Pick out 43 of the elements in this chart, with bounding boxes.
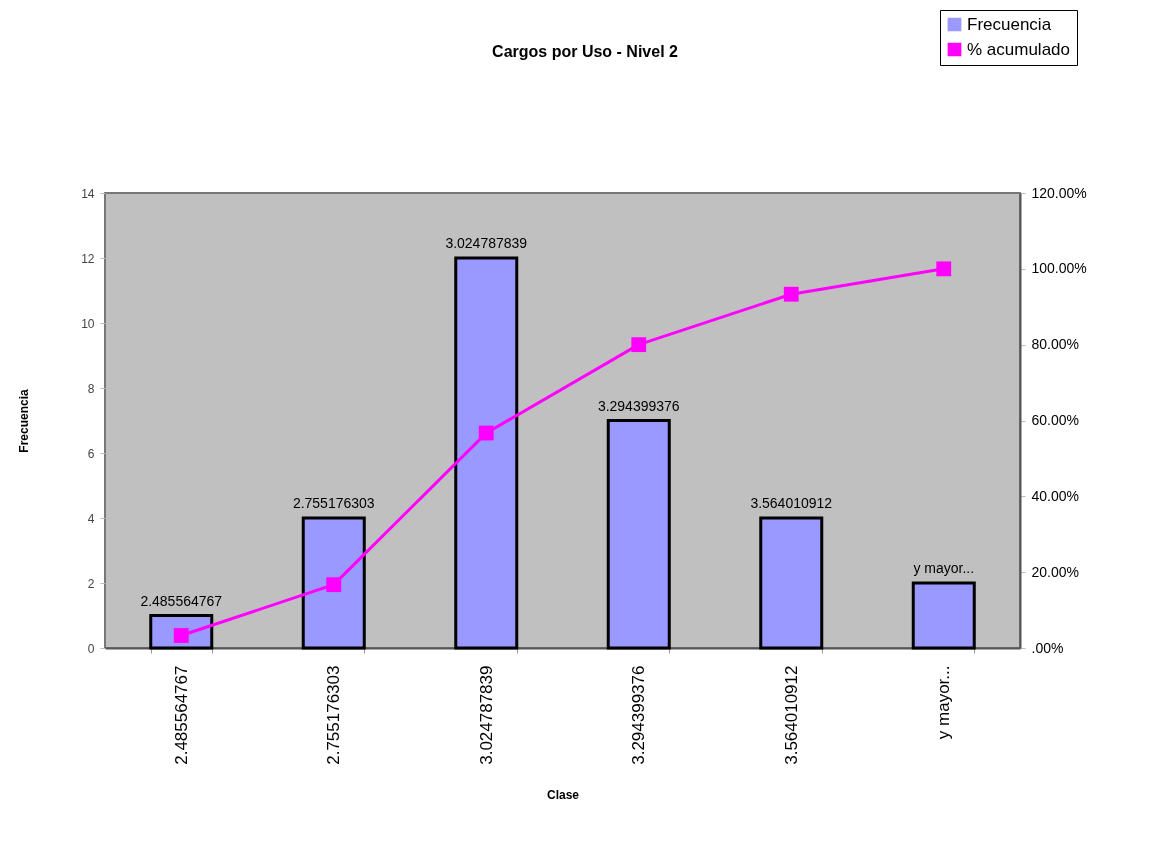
annotation: 2.485564767 xyxy=(140,592,223,609)
bar xyxy=(759,516,824,650)
x-tick-label: 3.294399376 xyxy=(629,665,649,765)
y-tick-label: 2 xyxy=(87,576,95,591)
y-tick-label: 8 xyxy=(87,381,95,396)
bar xyxy=(454,256,519,650)
y-tick-label: 12 xyxy=(81,251,95,266)
point xyxy=(783,286,799,302)
legend-label: % acumulado xyxy=(967,39,1071,59)
y2-tick-label: 120.00% xyxy=(1031,184,1087,201)
x-tick-label: 2.485564767 xyxy=(171,665,191,765)
y2-tick-label: .00% xyxy=(1031,639,1064,656)
x-tick-label: y mayor... xyxy=(934,665,954,740)
y-tick-label: 10 xyxy=(81,316,95,331)
point xyxy=(173,628,189,643)
annotation: 3.564010912 xyxy=(750,495,833,511)
point xyxy=(631,337,647,353)
point xyxy=(478,425,494,441)
y-tick-label: 14 xyxy=(81,186,95,201)
y2-tick-label: 40.00% xyxy=(1031,487,1079,504)
y2-tick-label: 20.00% xyxy=(1031,563,1079,580)
y-tick-label: 6 xyxy=(87,446,95,461)
annotation: 3.294399376 xyxy=(597,397,680,414)
annotation: 2.755176303 xyxy=(292,495,375,511)
bar xyxy=(606,419,671,650)
bar xyxy=(911,581,976,650)
point xyxy=(326,577,342,593)
y-tick-label: 0 xyxy=(87,641,95,656)
y-tick-label: 4 xyxy=(87,511,95,526)
bar xyxy=(301,516,366,650)
x-axis-title: Clase xyxy=(546,787,580,802)
x-tick-label: 3.024787839 xyxy=(476,665,496,765)
x-tick-label: 3.564010912 xyxy=(781,665,801,765)
chart-title: Cargos por Uso - Nivel 2 xyxy=(492,43,679,60)
annotation: 3.024787839 xyxy=(445,235,528,251)
x-tick-label: 2.755176303 xyxy=(324,665,344,765)
annotation: y mayor... xyxy=(913,560,975,576)
y-axis-title: Frecuencia xyxy=(17,389,32,453)
point xyxy=(936,261,952,277)
legend-label: Frecuencia xyxy=(967,14,1052,34)
y2-tick-label: 60.00% xyxy=(1031,412,1079,428)
y2-tick-label: 100.00% xyxy=(1031,260,1087,277)
y2-tick-label: 80.00% xyxy=(1031,336,1079,353)
